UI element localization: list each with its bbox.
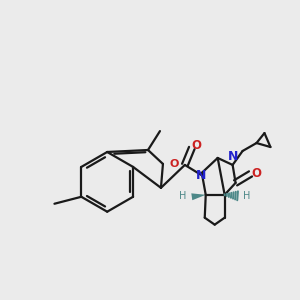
Text: N: N	[227, 151, 238, 164]
Text: N: N	[196, 169, 206, 182]
Text: O: O	[251, 167, 262, 180]
Text: O: O	[170, 159, 179, 169]
Polygon shape	[191, 193, 206, 200]
Text: H: H	[179, 191, 187, 201]
Text: H: H	[243, 191, 250, 201]
Text: O: O	[192, 139, 202, 152]
